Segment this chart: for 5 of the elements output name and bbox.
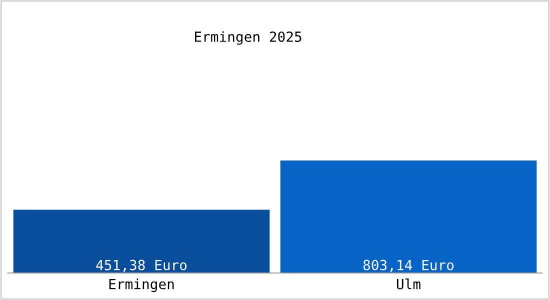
data-label: 803,14 Euro: [363, 260, 454, 272]
chart-title: Ermingen 2025: [194, 31, 302, 45]
x-tick-label: Ermingen: [109, 278, 174, 292]
data-label: 451,38 Euro: [96, 260, 187, 272]
x-tick-label: Ulm: [396, 278, 420, 290]
